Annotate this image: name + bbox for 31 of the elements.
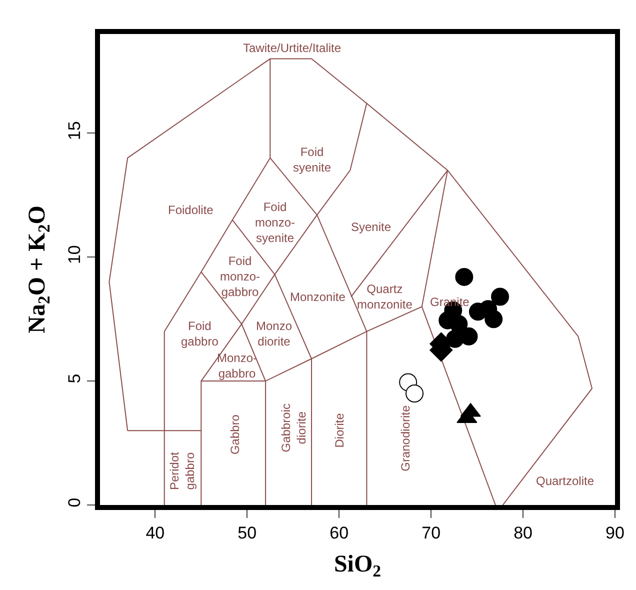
- annotation: Granodiorite: [398, 405, 412, 472]
- x-tick-label: 70: [422, 523, 441, 542]
- y-tick-label: 5: [65, 374, 84, 384]
- annotation: Quartz monzonite: [357, 282, 413, 312]
- annotation: Quartzolite: [536, 474, 594, 488]
- annotation: Syenite: [351, 220, 392, 234]
- annotation: Tawite/Urtite/Italite: [243, 41, 342, 55]
- annotation: Foidolite: [168, 203, 214, 217]
- annotation: Granite: [430, 295, 470, 309]
- point: [455, 268, 474, 286]
- x-tick-label: 80: [514, 523, 532, 542]
- annotation: Monzo diorite: [256, 319, 292, 349]
- y-tick-label: 15: [65, 121, 84, 140]
- point: [491, 288, 510, 306]
- annotation: Diorite: [332, 412, 346, 448]
- annotation: Foid syenite: [293, 145, 332, 175]
- annotation: Gabbro: [228, 414, 242, 455]
- annotation: Monzonite: [290, 290, 346, 304]
- x-tick-label: 40: [146, 523, 165, 542]
- annotation: Peridot gabbro: [167, 451, 198, 490]
- annotation: Foid gabbro: [181, 319, 219, 349]
- annotation: Gabbroic diorite: [278, 403, 308, 452]
- y-tick-label: 10: [65, 245, 84, 264]
- x-axis-title: SiO$_{2}$: [334, 552, 382, 581]
- y-tick-label: 0: [65, 498, 84, 508]
- x-tick-label: 50: [238, 523, 257, 542]
- x-tick-label: 90: [606, 523, 624, 542]
- x-tick-label: 60: [330, 523, 349, 542]
- annotation: Foid monzo- syenite: [255, 200, 296, 246]
- annotation: Foid monzo- gabbro: [220, 254, 260, 300]
- annotation: Monzo- gabbro: [217, 351, 258, 381]
